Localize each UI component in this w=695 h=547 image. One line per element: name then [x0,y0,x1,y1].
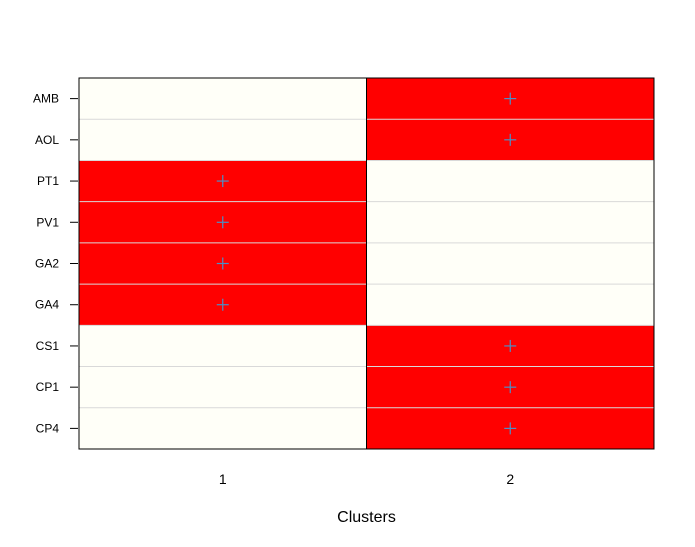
plus-marker-aol [504,133,517,146]
x-axis-title: Clusters [337,509,396,526]
row-label-pt1: PT1 [37,174,59,188]
plus-marker-cs1 [504,339,517,352]
heatmap-cell-pv1-2 [366,201,654,243]
row-label-aol: AOL [35,133,59,147]
heatmap-cells [79,78,654,449]
row-label-ga2: GA2 [35,257,59,271]
plus-marker-cp4 [504,422,517,435]
heatmap-markers [216,92,517,435]
row-label-ga4: GA4 [35,298,59,312]
heatmap-cell-pt1-2 [366,160,654,202]
heatmap-cell-amb-1 [79,78,367,120]
column-label-1: 1 [219,471,227,487]
row-label-pv1: PV1 [36,215,59,229]
plot-border [78,77,655,450]
heatmap-cell-ga4-2 [366,284,654,326]
heatmap-cell-ga2-2 [366,242,654,285]
row-label-cs1: CS1 [36,339,60,353]
heatmap-cell-aol-1 [79,119,367,161]
row-label-amb: AMB [33,92,59,106]
plus-marker-ga2 [216,257,229,270]
plus-marker-cp1 [504,381,517,394]
plus-marker-pt1 [216,175,229,188]
row-label-cp4: CP4 [36,421,60,435]
plus-marker-ga4 [216,298,229,311]
plus-marker-amb [504,92,517,105]
heatmap-cell-cp1-1 [79,366,367,408]
column-label-2: 2 [506,471,514,487]
heatmap-cell-cp4-1 [79,407,367,449]
row-label-cp1: CP1 [36,380,60,394]
plus-marker-pv1 [216,216,229,229]
heatmap-cell-cs1-1 [79,325,367,367]
row-labels: AMB AOL PT1 PV1 GA2 GA4 CS1 CP1 CP4 [33,92,78,435]
